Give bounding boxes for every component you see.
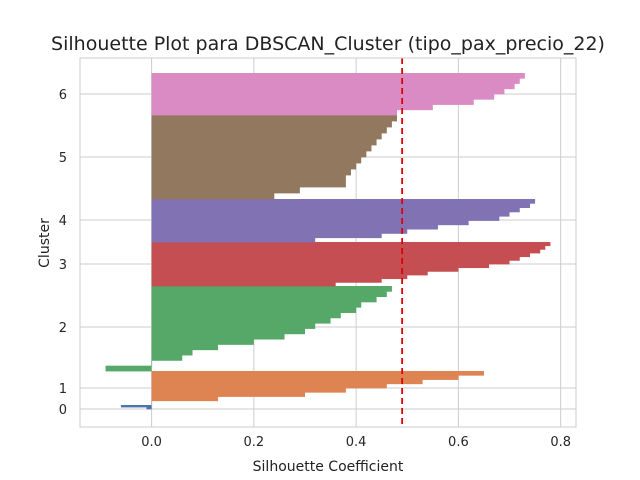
silhouette-bar: [151, 73, 525, 79]
silhouette-bar: [151, 94, 495, 100]
silhouette-bar: [151, 133, 382, 140]
silhouette-bar: [146, 407, 152, 410]
silhouette-bar: [151, 216, 500, 221]
silhouette-bar: [151, 233, 382, 239]
y-tick-label: 0: [59, 403, 67, 418]
cluster-band-2: [105, 286, 392, 372]
silhouette-bar: [151, 242, 551, 247]
cluster-band-3: [151, 242, 551, 287]
y-tick-label: 6: [59, 88, 67, 103]
silhouette-bar: [151, 388, 346, 393]
silhouette-bar: [151, 187, 300, 194]
cluster-band-6: [151, 73, 525, 116]
silhouette-bar: [151, 264, 490, 269]
silhouette-bar: [151, 115, 398, 122]
cluster-band-0: [120, 405, 152, 410]
cluster-band-5: [151, 115, 398, 200]
y-tick-label: 4: [59, 214, 67, 229]
silhouette-bar: [151, 127, 387, 134]
silhouette-bar: [151, 383, 387, 389]
y-tick-label: 2: [59, 321, 67, 336]
silhouette-bar: [151, 203, 530, 208]
x-tick-label: 0.6: [448, 435, 469, 450]
silhouette-bar: [151, 104, 433, 111]
silhouette-bar: [151, 286, 392, 292]
silhouette-bar: [151, 360, 153, 367]
y-tick-label: 3: [59, 258, 67, 273]
silhouette-bar: [151, 282, 336, 287]
silhouette-bar: [151, 323, 316, 329]
silhouette-bar: [151, 307, 357, 313]
silhouette-bar: [151, 271, 428, 276]
x-tick-label: 0.2: [244, 435, 265, 450]
chart-title: Silhouette Plot para DBSCAN_Cluster (tip…: [51, 33, 605, 55]
silhouette-bar: [151, 328, 305, 335]
silhouette-bar: [151, 163, 357, 170]
silhouette-bar: [151, 400, 153, 406]
silhouette-bar: [151, 278, 382, 283]
silhouette-bar: [151, 249, 541, 254]
silhouette-bar: [151, 355, 183, 361]
silhouette-bar: [151, 392, 305, 397]
x-tick-label: 0.4: [346, 435, 367, 450]
silhouette-bar: [151, 99, 474, 105]
silhouette-bar: [151, 349, 193, 356]
silhouette-bar: [151, 229, 408, 234]
silhouette-bar: [151, 296, 377, 303]
silhouette-bar: [151, 199, 536, 204]
plot-frame: [79, 57, 577, 428]
silhouette-bar: [151, 317, 331, 324]
x-axis-label: Silhouette Coefficient: [253, 459, 404, 475]
silhouette-bands: [105, 73, 551, 410]
y-tick-label: 1: [59, 382, 67, 397]
silhouette-bar: [151, 260, 510, 265]
silhouette-bar: [151, 339, 254, 345]
silhouette-bar: [151, 312, 341, 319]
silhouette-bar: [151, 157, 362, 164]
x-tick-label: 0.8: [550, 435, 571, 450]
silhouette-bar: [151, 333, 285, 340]
silhouette-bar: [151, 237, 316, 243]
silhouette-bar: [151, 207, 520, 213]
y-axis-label: Cluster: [37, 218, 53, 268]
silhouette-bar: [151, 375, 459, 380]
silhouette-bar: [151, 151, 367, 158]
silhouette-bar: [151, 145, 372, 152]
silhouette-bar: [151, 291, 387, 298]
silhouette-bar: [151, 245, 546, 250]
silhouette-bar: [151, 371, 484, 376]
silhouette-bar: [151, 379, 423, 385]
silhouette-bar: [151, 169, 352, 176]
silhouette-bar: [151, 224, 438, 230]
silhouette-bar: [151, 83, 515, 90]
silhouette-bar: [151, 121, 392, 128]
silhouette-bar: [151, 275, 408, 280]
silhouette-bar: [151, 211, 510, 217]
silhouette-bar: [151, 78, 520, 84]
silhouette-bar: [120, 405, 152, 408]
y-tick-label: 5: [59, 151, 67, 166]
silhouette-bar: [151, 396, 219, 402]
silhouette-bar: [151, 109, 398, 116]
cluster-band-4: [151, 199, 536, 243]
silhouette-bar: [105, 365, 152, 372]
x-tick-label: 0.0: [141, 435, 162, 450]
silhouette-bar: [151, 267, 459, 272]
silhouette-bar: [151, 139, 377, 146]
silhouette-bar: [151, 301, 362, 308]
cluster-band-1: [151, 371, 484, 406]
silhouette-bar: [151, 193, 275, 200]
silhouette-bar: [151, 181, 346, 188]
silhouette-bar: [151, 344, 219, 351]
silhouette-bar: [151, 253, 530, 258]
x-axis-ticks: 0.0 0.2 0.4 0.6 0.8: [141, 435, 571, 450]
y-axis-ticks: 0 1 2 3 4 5 6: [59, 88, 67, 418]
silhouette-bar: [151, 88, 505, 95]
silhouette-bar: [151, 175, 346, 182]
silhouette-bar: [151, 220, 469, 226]
silhouette-bar: [151, 256, 520, 261]
